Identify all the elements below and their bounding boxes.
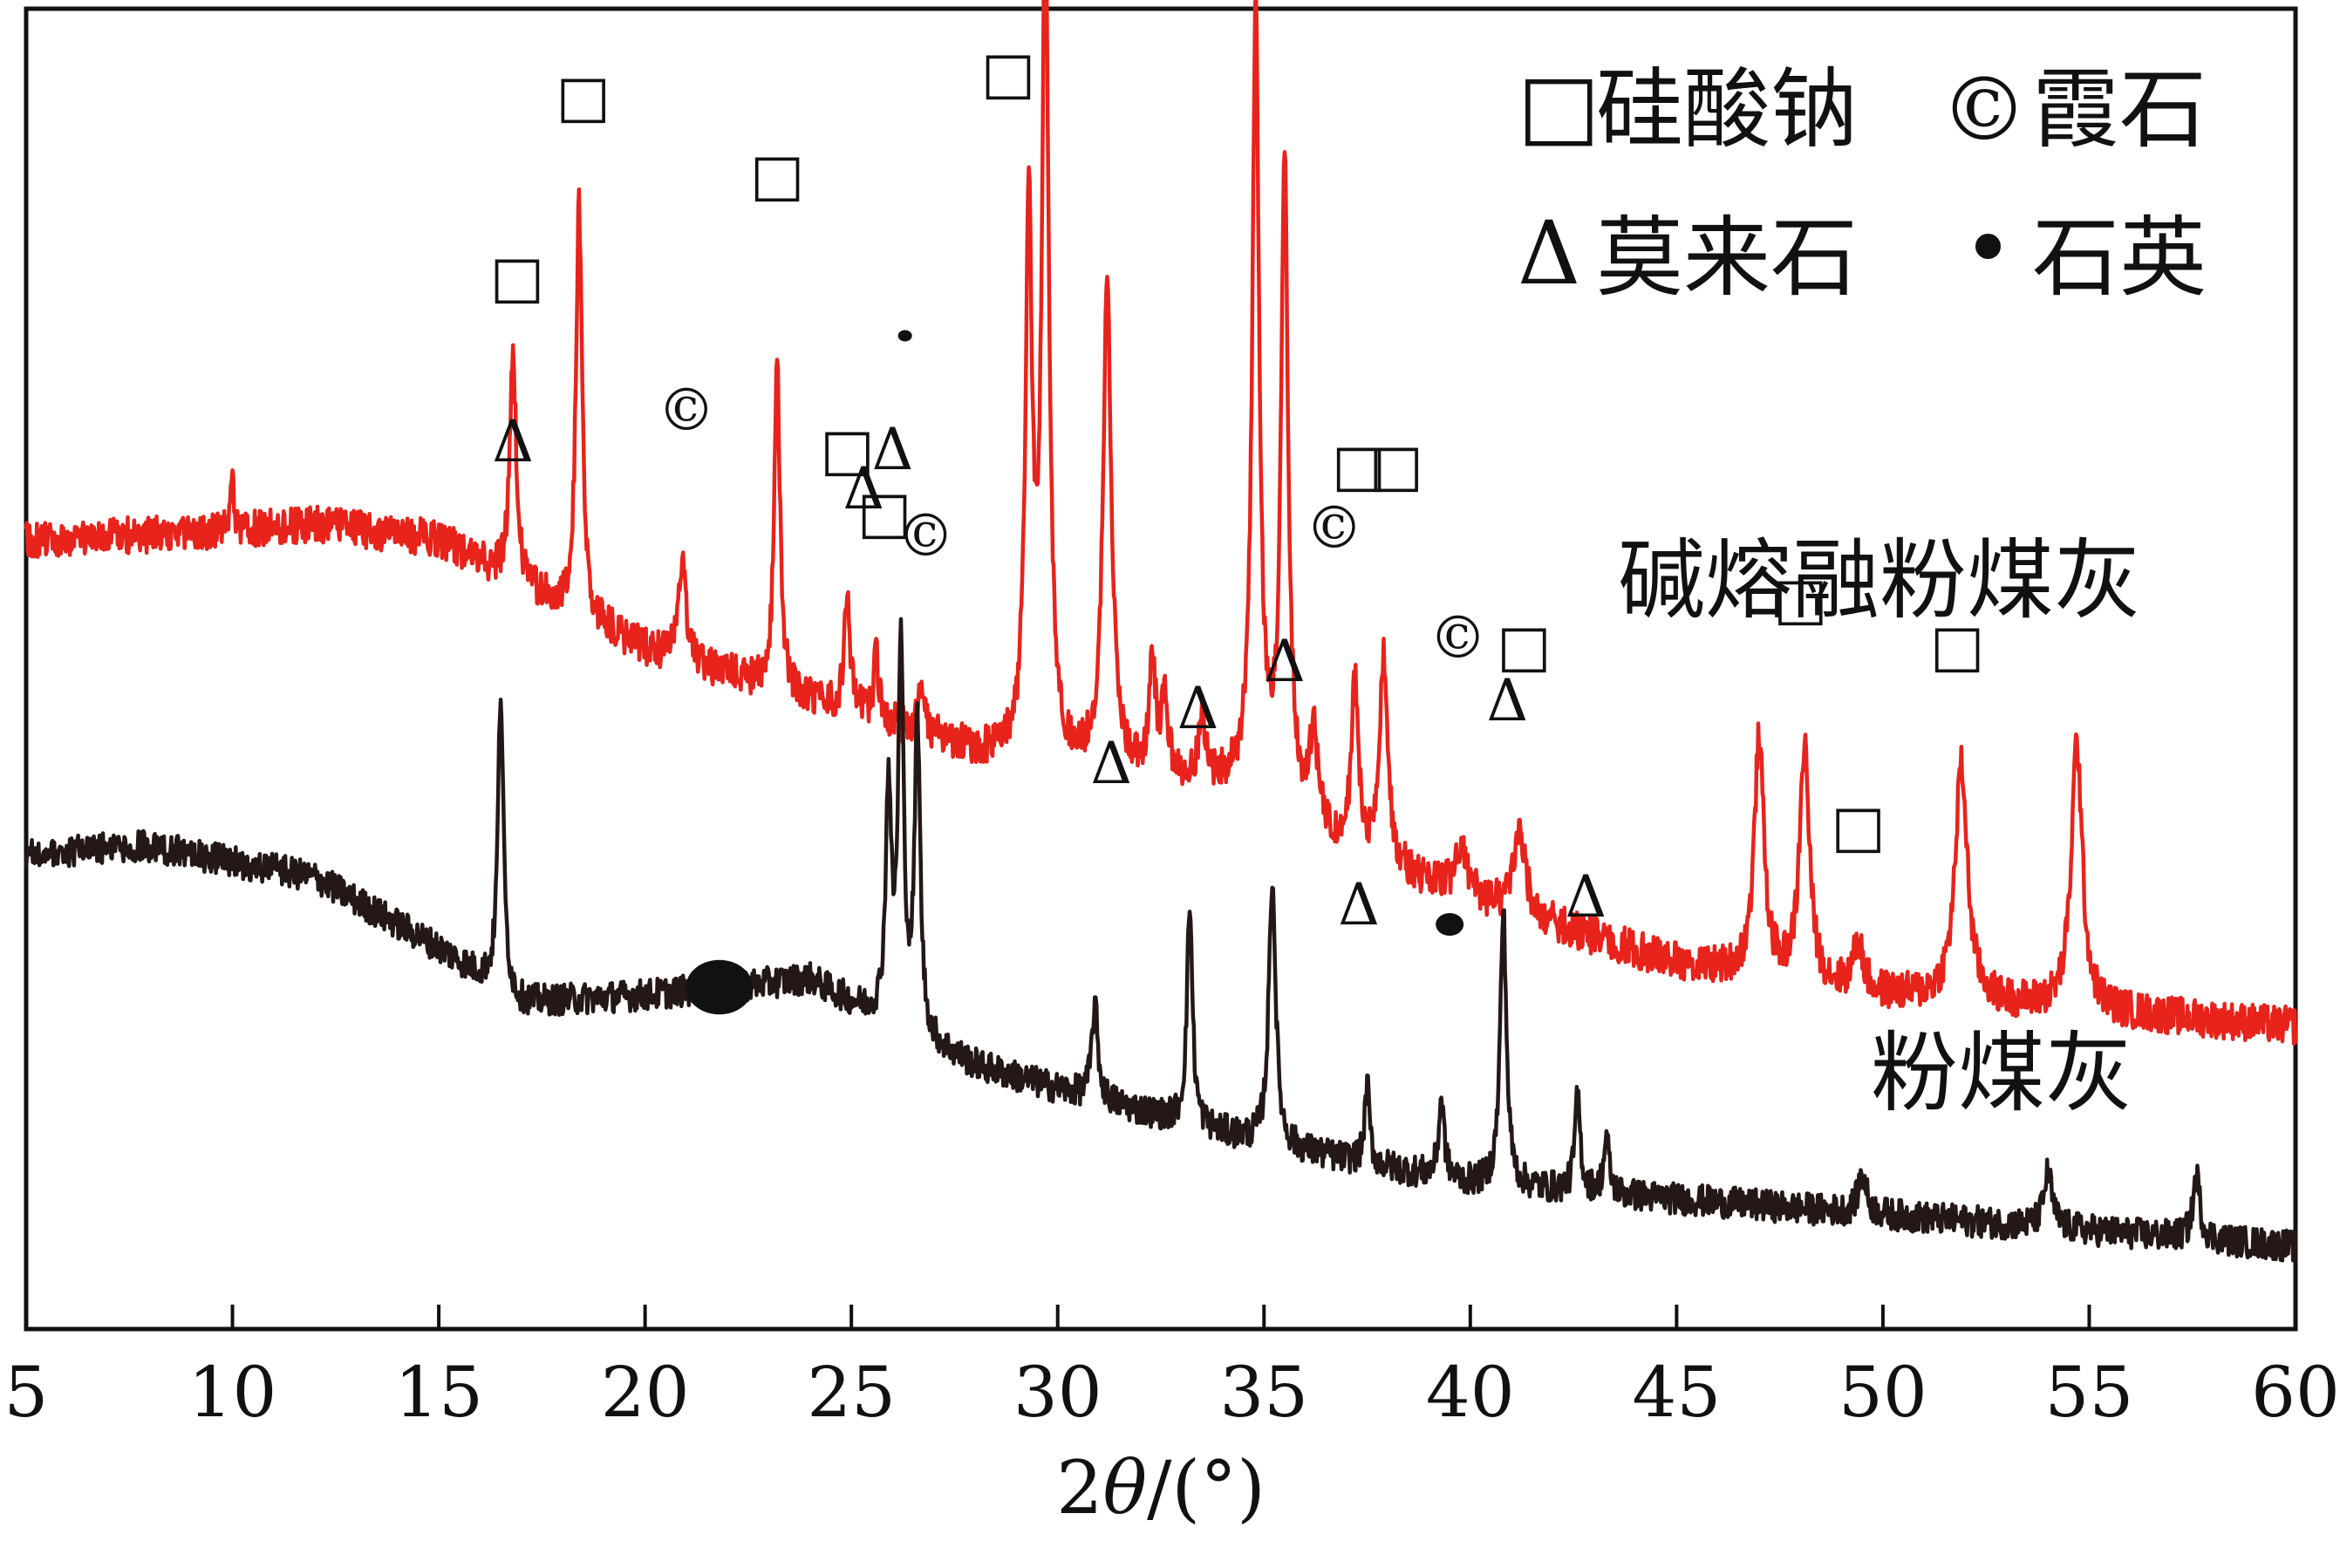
legend-symbol-quartz: • xyxy=(1962,198,2014,300)
x-tick-label-35: 35 xyxy=(1219,1352,1308,1433)
peak-marker-0-6: © xyxy=(897,502,954,569)
series-layer xyxy=(24,0,2298,1263)
x-tick-label-30: 30 xyxy=(1013,1352,1102,1433)
peak-marker-1-5: Δ xyxy=(1264,628,1306,695)
series-line-1 xyxy=(24,617,2298,1263)
plot-frame xyxy=(24,6,2298,1332)
x-axis-title-prefix: 2 xyxy=(1056,1445,1102,1531)
peak-marker-0-4: □ xyxy=(820,416,874,483)
x-tick-label-60: 60 xyxy=(2251,1352,2340,1433)
x-tick-label-55: 55 xyxy=(2045,1352,2134,1433)
peak-marker-1-2: Δ xyxy=(872,416,914,483)
quartz-dot-marker-2 xyxy=(686,959,754,1015)
x-tick-label-40: 40 xyxy=(1426,1352,1515,1433)
peak-marker-1-1: Δ xyxy=(843,455,885,522)
legend-symbol-mullite: Δ xyxy=(1518,202,1580,304)
legend-label-nepheline: 霞石 xyxy=(2032,58,2207,160)
x-tick-label-25: 25 xyxy=(807,1352,896,1433)
legend-label-sodium-silicate: 硅酸钠 xyxy=(1596,58,1858,160)
x-tick-label-20: 20 xyxy=(601,1352,690,1433)
series-line-0 xyxy=(24,0,2298,1046)
peak-marker-0-3: □ xyxy=(750,141,804,208)
legend: □ 硅酸钠 © 霞石 Δ 莫来石 • 石英 xyxy=(1518,54,2207,309)
peak-marker-0-18: □ xyxy=(1930,612,1984,679)
peak-marker-0-11: © xyxy=(1306,494,1363,562)
legend-label-quartz: 石英 xyxy=(2032,207,2207,309)
x-ticks: 5 10 15 20 25 30 35 40 45 50 55 60 xyxy=(4,1305,2340,1433)
legend-symbol-sodium-silicate: □ xyxy=(1518,54,1600,156)
quartz-dot-marker-1 xyxy=(1436,913,1464,936)
peak-marker-0-15: □ xyxy=(1497,612,1551,679)
peak-marker-0-7: □ xyxy=(981,39,1035,106)
series-label-fly-ash: 粉煤灰 xyxy=(1871,1022,2132,1124)
peak-marker-0-16: □ xyxy=(1773,565,1827,632)
legend-label-mullite: 莫来石 xyxy=(1596,207,1858,309)
peak-marker-0-0: □ xyxy=(490,243,544,310)
peak-marker-0-14: © xyxy=(1429,604,1487,672)
peak-marker-0-1: □ xyxy=(556,63,610,130)
peak-marker-1-4: Δ xyxy=(1177,675,1219,742)
x-tick-label-10: 10 xyxy=(188,1352,277,1433)
x-tick-label-15: 15 xyxy=(394,1352,483,1433)
x-axis-title-suffix: /(°) xyxy=(1147,1445,1266,1531)
x-axis-title: 2θ/(°) xyxy=(1056,1445,1266,1531)
legend-symbol-nepheline: © xyxy=(1941,58,2028,160)
x-tick-label-5: 5 xyxy=(4,1352,49,1433)
x-tick-label-45: 45 xyxy=(1632,1352,1721,1433)
peak-marker-0-17: □ xyxy=(1831,793,1885,860)
peak-marker-1-7: Δ xyxy=(1487,667,1529,734)
peak-marker-1-0: Δ xyxy=(492,408,534,475)
quartz-dot-marker-0 xyxy=(897,330,912,342)
series-label-alkali-fused-fly-ash: 碱熔融粉煤灰 xyxy=(1618,529,2141,631)
x-axis-title-theta: θ xyxy=(1103,1445,1148,1531)
peak-marker-1-3: Δ xyxy=(1090,730,1132,797)
peak-marker-1-6: Δ xyxy=(1338,871,1380,938)
peak-marker-1-8: Δ xyxy=(1565,863,1607,931)
peak-marker-0-2: © xyxy=(658,377,715,444)
peak-marker-0-5: □ xyxy=(857,479,911,546)
peak-marker-0-12: □ xyxy=(1332,432,1386,499)
peak-marker-0-13: □ xyxy=(1368,432,1422,499)
x-tick-label-50: 50 xyxy=(1839,1352,1927,1433)
